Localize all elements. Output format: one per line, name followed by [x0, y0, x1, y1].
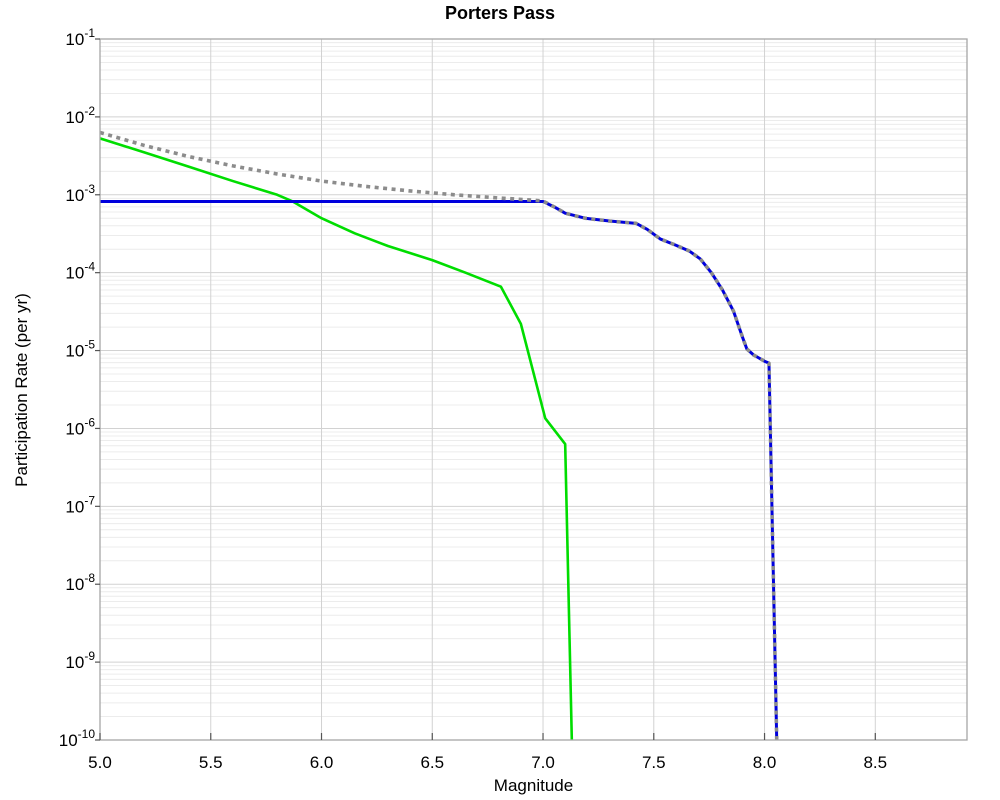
x-tick-label: 5.5	[199, 753, 223, 772]
green-solid-curve-line	[100, 137, 574, 740]
y-tick-label: 10-6	[65, 415, 95, 438]
x-tick-label: 6.0	[310, 753, 334, 772]
y-tick-label: 10-5	[65, 338, 95, 361]
y-tick-label: 10-8	[65, 571, 95, 594]
y-tick-label: 10-3	[65, 182, 95, 205]
x-tick-label: 8.5	[863, 753, 887, 772]
y-tick-label: 10-2	[65, 104, 95, 127]
y-tick-label: 10-7	[65, 493, 95, 516]
x-axis-title: Magnitude	[493, 776, 574, 795]
plot-frame	[99, 38, 968, 741]
y-tick-label: 10-10	[59, 727, 96, 750]
x-tick-label: 5.0	[88, 753, 112, 772]
y-tick-label: 10-4	[65, 260, 95, 283]
y-tick-label: 10-1	[65, 26, 95, 49]
x-tick-label: 7.0	[531, 753, 555, 772]
chart-title: Porters Pass	[444, 3, 556, 23]
gray-dotted-curve-line	[100, 130, 779, 740]
x-tick-label: 6.5	[420, 753, 444, 772]
x-tick-label: 7.5	[642, 753, 666, 772]
y-tick-label: 10-9	[65, 649, 95, 672]
x-tick-label: 8.0	[753, 753, 777, 772]
blue-solid-curve-line	[100, 199, 779, 740]
